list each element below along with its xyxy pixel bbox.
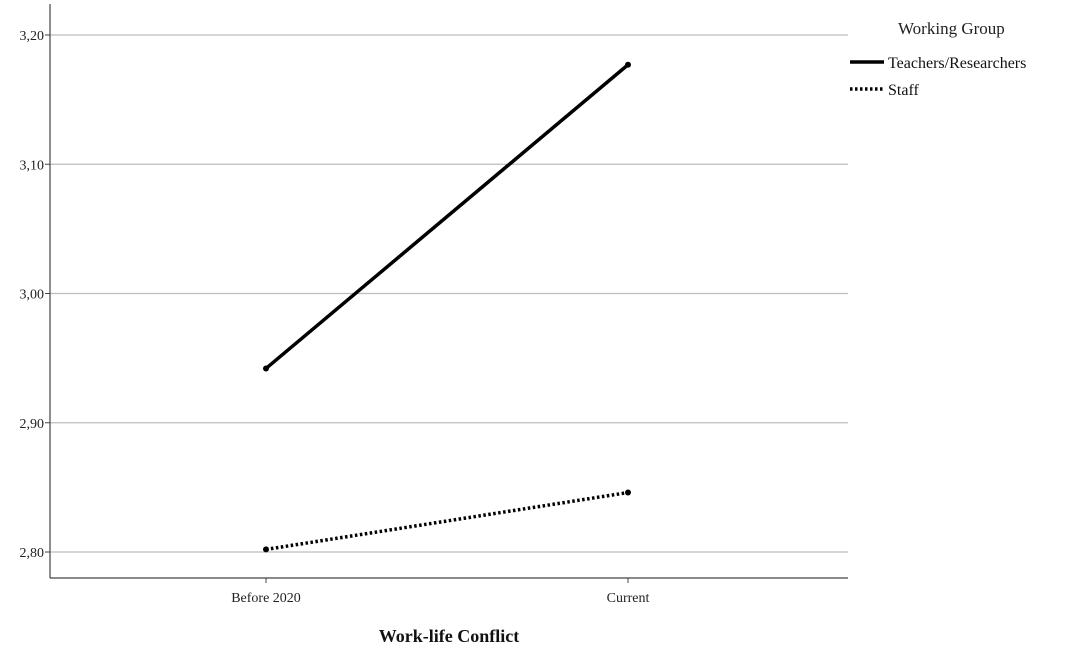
y-tick-label: 3,10 bbox=[20, 158, 45, 173]
legend-label-teachers-researchers: Teachers/Researchers bbox=[888, 55, 1026, 72]
x-tick-label: Before 2020 bbox=[231, 591, 301, 606]
data-point bbox=[625, 61, 631, 68]
y-tick-labels: 2,80 2,90 3,00 3,10 3,20 bbox=[20, 29, 50, 561]
data-point bbox=[263, 546, 269, 553]
gridlines bbox=[50, 34, 848, 553]
y-tick-label: 2,90 bbox=[20, 417, 45, 432]
series-lines bbox=[263, 61, 631, 553]
series-line-teachers-researchers bbox=[264, 63, 630, 370]
data-point bbox=[263, 365, 269, 372]
x-tick-labels: Before 2020 Current bbox=[231, 578, 649, 606]
y-tick-label: 3,20 bbox=[20, 29, 45, 44]
legend: Working Group Teachers/Researchers Staff bbox=[850, 19, 1026, 99]
x-axis-title: Work-life Conflict bbox=[379, 626, 519, 646]
legend-label-staff: Staff bbox=[888, 82, 919, 99]
data-point bbox=[625, 489, 631, 496]
legend-title: Working Group bbox=[898, 19, 1005, 38]
y-tick-label: 2,80 bbox=[20, 546, 45, 561]
y-tick-label: 3,00 bbox=[20, 288, 45, 303]
x-tick-label: Current bbox=[607, 591, 650, 606]
series-line-staff bbox=[265, 490, 629, 552]
